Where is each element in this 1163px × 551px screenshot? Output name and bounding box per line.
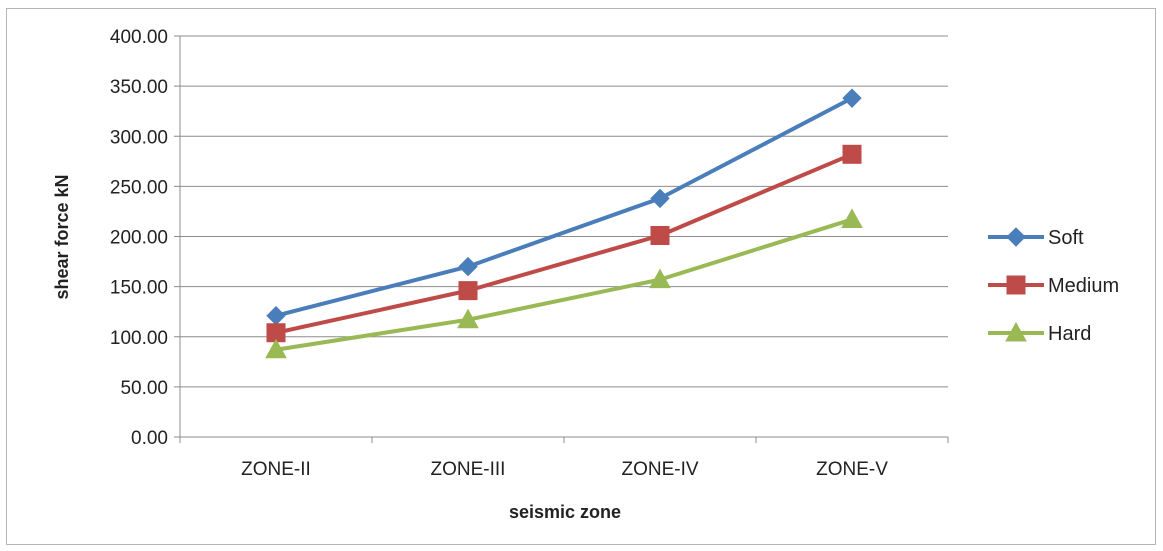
y-tick-label: 250.00	[110, 177, 168, 198]
x-tick-label: ZONE-V	[816, 459, 888, 480]
x-tick-label: ZONE-III	[431, 459, 506, 480]
data-point	[649, 268, 671, 289]
axes	[179, 36, 949, 443]
data-point	[266, 305, 286, 326]
y-tick-label: 150.00	[110, 278, 168, 299]
data-point	[842, 88, 862, 108]
legend-label: Medium	[1048, 275, 1119, 297]
legend-item-medium: Medium	[988, 275, 1119, 297]
y-tick-label: 200.00	[110, 228, 168, 249]
x-axis-title: seismic zone	[509, 502, 621, 522]
legend-item-soft: Soft	[988, 227, 1084, 249]
legend-marker	[1006, 227, 1026, 247]
y-tick-label: 400.00	[110, 27, 168, 48]
data-point	[650, 225, 670, 245]
legend: Soft Medium Hard	[988, 227, 1119, 345]
legend-item-hard: Hard	[988, 321, 1091, 345]
data-point	[458, 281, 478, 301]
series-line	[275, 96, 853, 318]
data-point	[841, 208, 863, 228]
series-group	[265, 88, 863, 359]
data-point	[265, 338, 287, 359]
series-soft	[266, 88, 862, 326]
data-point	[842, 144, 862, 164]
series-line	[275, 217, 853, 352]
series-hard	[265, 208, 863, 359]
y-axis-title: shear force kN	[52, 174, 72, 299]
legend-marker	[1005, 321, 1027, 342]
legend-label: Soft	[1048, 227, 1084, 249]
y-tick-label: 350.00	[110, 77, 168, 98]
y-tick-label: 50.00	[120, 378, 168, 399]
y-tick-label: 0.00	[131, 428, 168, 449]
x-tick-label: ZONE-IV	[621, 459, 698, 480]
legend-marker	[1006, 275, 1026, 295]
series-medium	[266, 144, 862, 343]
data-point	[458, 256, 478, 277]
x-tick-labels: ZONE-II ZONE-III ZONE-IV ZONE-V	[241, 459, 888, 480]
series-line	[275, 152, 853, 335]
data-point	[457, 308, 479, 329]
y-tick-label: 300.00	[110, 127, 168, 148]
data-point	[650, 188, 670, 209]
chart-frame	[6, 8, 1156, 545]
y-tick-labels: 0.00 50.00 100.00 150.00 200.00 250.00 300.00 3…	[110, 27, 168, 449]
y-tick-label: 100.00	[110, 328, 168, 349]
x-tick-label: ZONE-II	[241, 459, 311, 480]
gridlines	[174, 35, 948, 438]
legend-label: Hard	[1048, 323, 1091, 345]
